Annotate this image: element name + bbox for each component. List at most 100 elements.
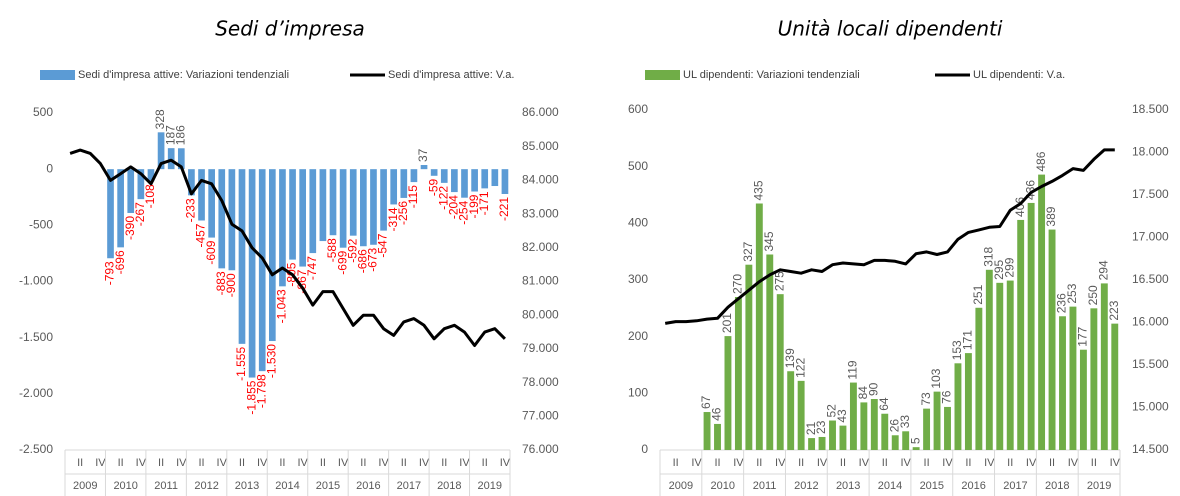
data-label: -900 bbox=[224, 273, 238, 297]
y2-tick-label: 79.000 bbox=[522, 341, 559, 355]
x-tick-label: IV bbox=[297, 457, 308, 469]
bar bbox=[1111, 323, 1119, 450]
bar bbox=[127, 169, 135, 213]
bar bbox=[1059, 316, 1066, 450]
data-label: -457 bbox=[194, 223, 208, 247]
y2-tick-label: 83.000 bbox=[522, 206, 559, 220]
x-tick-label: IV bbox=[176, 457, 187, 469]
x-tick-label: II bbox=[360, 457, 366, 469]
bar bbox=[471, 169, 478, 192]
data-label: 327 bbox=[741, 241, 755, 261]
line-series bbox=[69, 148, 506, 347]
bar bbox=[380, 169, 387, 231]
y-tick-label: -1.500 bbox=[19, 330, 53, 344]
bar bbox=[309, 169, 317, 254]
data-label: 84 bbox=[856, 386, 870, 400]
y-tick-label: 100 bbox=[628, 386, 648, 400]
data-label: 186 bbox=[173, 125, 187, 145]
data-label: 275 bbox=[772, 271, 786, 291]
chart-title: Sedi d’impresa bbox=[215, 17, 365, 41]
x-tick-label: IV bbox=[1110, 457, 1121, 469]
data-label: -108 bbox=[143, 184, 157, 208]
bar bbox=[329, 169, 337, 236]
bar bbox=[188, 169, 195, 196]
data-label: -883 bbox=[214, 271, 228, 295]
x-tick-label: IV bbox=[984, 457, 995, 469]
legend-swatch bbox=[645, 70, 680, 80]
bar bbox=[360, 169, 367, 247]
x-group-label: 2010 bbox=[710, 480, 734, 492]
bar bbox=[787, 371, 795, 450]
data-label: 139 bbox=[783, 348, 797, 368]
x-tick-label: IV bbox=[942, 457, 953, 469]
bar bbox=[839, 425, 847, 450]
y2-tick-label: 15.000 bbox=[1132, 400, 1169, 414]
y-tick-label: 0 bbox=[641, 442, 648, 456]
x-group-label: 2015 bbox=[920, 480, 944, 492]
y2-tick-label: 82.000 bbox=[522, 240, 559, 254]
bar bbox=[703, 412, 711, 450]
bar bbox=[985, 269, 993, 450]
y2-tick-label: 77.000 bbox=[522, 408, 559, 422]
x-tick-label: II bbox=[279, 457, 285, 469]
data-label: 73 bbox=[919, 392, 933, 406]
x-group-label: 2017 bbox=[397, 480, 421, 492]
legend-label: Sedi d'impresa attive: Variazioni tenden… bbox=[78, 69, 289, 81]
x-group-label: 2014 bbox=[878, 480, 902, 492]
y2-tick-label: 17.500 bbox=[1132, 187, 1169, 201]
data-label: 318 bbox=[981, 246, 995, 266]
data-label: 26 bbox=[887, 419, 901, 433]
data-label: -1.855 bbox=[244, 380, 258, 414]
x-tick-label: II bbox=[924, 457, 930, 469]
x-group-label: 2015 bbox=[316, 480, 340, 492]
bar bbox=[248, 169, 256, 378]
data-label: -747 bbox=[305, 256, 319, 280]
bar bbox=[299, 169, 307, 267]
y2-tick-label: 16.500 bbox=[1132, 272, 1169, 286]
x-tick-label: II bbox=[673, 457, 679, 469]
bar bbox=[400, 169, 408, 198]
data-label: 21 bbox=[804, 421, 818, 435]
data-label: -609 bbox=[204, 240, 218, 264]
data-label: -199 bbox=[467, 194, 481, 218]
bar bbox=[117, 169, 124, 248]
x-group-label: 2009 bbox=[669, 480, 693, 492]
bar bbox=[808, 438, 816, 450]
bar bbox=[975, 307, 983, 450]
bar bbox=[137, 169, 145, 200]
data-label: 270 bbox=[731, 274, 745, 294]
y-tick-label: 500 bbox=[33, 105, 53, 119]
y-tick-label: -1.000 bbox=[19, 274, 53, 288]
x-group-label: 2009 bbox=[73, 480, 97, 492]
data-label: -115 bbox=[406, 185, 420, 208]
data-label: 52 bbox=[825, 404, 839, 418]
y-tick-label: 400 bbox=[628, 216, 648, 230]
bar bbox=[258, 169, 266, 372]
bar bbox=[829, 420, 836, 450]
x-tick-label: IV bbox=[1026, 457, 1037, 469]
data-label: 251 bbox=[971, 284, 985, 304]
data-label: 103 bbox=[929, 368, 943, 388]
data-label: 76 bbox=[940, 390, 954, 404]
data-label: -390 bbox=[123, 216, 137, 240]
data-label: 90 bbox=[866, 382, 880, 396]
bar bbox=[491, 169, 499, 187]
y2-tick-label: 81.000 bbox=[522, 274, 559, 288]
y-tick-label: 500 bbox=[628, 159, 648, 173]
x-group-label: 2012 bbox=[794, 480, 818, 492]
data-label: 33 bbox=[898, 415, 912, 429]
x-tick-label: IV bbox=[338, 457, 349, 469]
y-tick-label: 200 bbox=[628, 329, 648, 343]
x-tick-label: IV bbox=[257, 457, 268, 469]
line-series bbox=[664, 148, 1115, 325]
x-tick-label: II bbox=[320, 457, 326, 469]
x-tick-label: II bbox=[118, 457, 124, 469]
data-label: 486 bbox=[1034, 151, 1048, 171]
bar bbox=[268, 169, 276, 342]
x-group-label: 2019 bbox=[1087, 480, 1111, 492]
bar bbox=[481, 169, 489, 189]
bar bbox=[797, 380, 805, 450]
x-group-label: 2018 bbox=[1045, 480, 1069, 492]
bar bbox=[954, 363, 962, 450]
data-label: -592 bbox=[345, 238, 359, 262]
